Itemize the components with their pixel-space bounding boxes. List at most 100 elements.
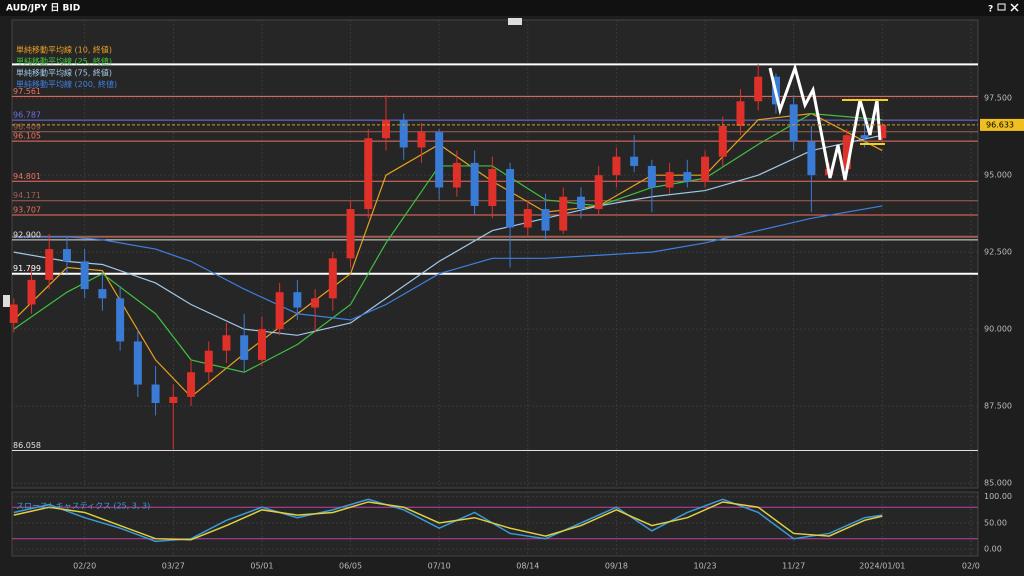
level-label: 91.799 bbox=[13, 264, 41, 273]
y-tick-label: 100.00 bbox=[984, 492, 1012, 501]
candle-body bbox=[275, 292, 284, 330]
last-price-label: 96.633 bbox=[986, 120, 1014, 129]
candle-body bbox=[754, 76, 763, 102]
close-button[interactable] bbox=[1010, 3, 1019, 12]
candle-body bbox=[701, 156, 710, 182]
candle-body bbox=[559, 196, 568, 231]
level-label: 96.787 bbox=[13, 111, 41, 120]
level-label: 96.409 bbox=[13, 122, 41, 131]
title-bar bbox=[0, 0, 1024, 16]
x-tick-label: 11/27 bbox=[782, 562, 805, 571]
y-tick-label: 50.00 bbox=[984, 518, 1007, 527]
level-label: 92.900 bbox=[13, 230, 41, 239]
level-label: 93.707 bbox=[13, 205, 41, 214]
candle-body bbox=[665, 172, 674, 188]
candle-body bbox=[630, 156, 639, 166]
window-title: AUD/JPY 日 BID bbox=[6, 3, 80, 14]
candle-body bbox=[807, 141, 816, 176]
y-tick-label: 95.000 bbox=[984, 171, 1012, 180]
indicator-title: スローストキャスティクス (25, 3, 3) bbox=[16, 502, 150, 511]
candle-body bbox=[204, 350, 213, 373]
x-tick-label: 02/0 bbox=[962, 562, 980, 571]
candle-body bbox=[399, 119, 408, 148]
x-tick-label: 05/01 bbox=[250, 562, 273, 571]
level-label: 94.801 bbox=[13, 172, 41, 181]
level-label: 97.561 bbox=[13, 87, 41, 96]
legend-entry: 単純移動平均線 (200, 終値) bbox=[16, 79, 117, 89]
level-label: 94.171 bbox=[13, 191, 41, 200]
candle-body bbox=[417, 132, 426, 148]
legend-entry: 単純移動平均線 (10, 終値) bbox=[16, 45, 112, 55]
candle-body bbox=[151, 384, 160, 404]
moving-average-line bbox=[13, 134, 883, 336]
side-toggle[interactable] bbox=[3, 295, 10, 307]
candle-body bbox=[311, 298, 320, 308]
maximize-button[interactable] bbox=[997, 3, 1006, 11]
y-tick-label: 92.500 bbox=[984, 248, 1012, 257]
candle-body bbox=[594, 175, 603, 210]
candle-body bbox=[878, 124, 887, 139]
candle-body bbox=[222, 335, 231, 351]
candle-body bbox=[612, 156, 621, 176]
candle-body bbox=[45, 249, 54, 280]
candle-body bbox=[169, 396, 178, 404]
candle-body bbox=[718, 125, 727, 157]
moving-average-line bbox=[13, 112, 883, 373]
candle-body bbox=[842, 135, 851, 170]
x-tick-label: 09/18 bbox=[605, 562, 628, 571]
x-tick-label: 06/05 bbox=[339, 562, 362, 571]
candle-body bbox=[346, 209, 355, 259]
candle-body bbox=[9, 304, 18, 323]
level-label: 96.105 bbox=[13, 132, 41, 141]
x-tick-label: 2024/01/01 bbox=[859, 562, 905, 571]
candle-body bbox=[257, 329, 266, 360]
last-price-tag bbox=[980, 118, 1024, 131]
x-tick-label: 02/20 bbox=[73, 562, 96, 571]
candle-body bbox=[328, 258, 337, 299]
candle-body bbox=[187, 372, 196, 397]
price-panel bbox=[11, 19, 979, 489]
drawn-zigzag bbox=[768, 62, 882, 181]
candle-body bbox=[364, 138, 373, 210]
moving-average-line bbox=[13, 205, 883, 321]
candle-body bbox=[683, 172, 692, 182]
y-tick-label: 97.500 bbox=[984, 94, 1012, 103]
candle-body bbox=[576, 196, 585, 210]
x-tick-label: 07/10 bbox=[428, 562, 451, 571]
y-tick-label: 90.000 bbox=[984, 325, 1012, 334]
level-label: 86.058 bbox=[13, 441, 41, 450]
candle-body bbox=[789, 104, 798, 142]
candle-body bbox=[116, 298, 125, 342]
candle-body bbox=[98, 289, 107, 299]
y-tick-label: 87.500 bbox=[984, 402, 1012, 411]
candle-body bbox=[435, 132, 444, 188]
candle-body bbox=[62, 249, 71, 262]
candle-body bbox=[541, 209, 550, 231]
y-tick-label: 85.000 bbox=[984, 479, 1012, 488]
collapse-button[interactable] bbox=[508, 18, 522, 25]
x-tick-label: 03/27 bbox=[162, 562, 185, 571]
stochastic-line bbox=[13, 501, 883, 541]
candle-body bbox=[27, 279, 36, 305]
candle-body bbox=[470, 162, 479, 206]
candle-body bbox=[488, 169, 497, 206]
candle-body bbox=[240, 335, 249, 360]
candle-body bbox=[133, 341, 142, 385]
x-tick-label: 10/23 bbox=[694, 562, 717, 571]
candle-body bbox=[523, 209, 532, 228]
candle-body bbox=[452, 162, 461, 188]
candle-body bbox=[381, 119, 390, 139]
candle-body bbox=[80, 261, 89, 290]
candle-body bbox=[506, 169, 515, 228]
legend-entry: 単純移動平均線 (25, 終値) bbox=[16, 56, 112, 66]
candle-body bbox=[293, 292, 302, 308]
candle-body bbox=[860, 135, 869, 139]
candle-body bbox=[736, 101, 745, 126]
candle-body bbox=[647, 165, 656, 188]
legend-entry: 単純移動平均線 (75, 終値) bbox=[16, 68, 112, 78]
y-tick-label: 0.00 bbox=[984, 545, 1002, 554]
moving-average-line bbox=[13, 112, 883, 398]
x-tick-label: 08/14 bbox=[516, 562, 539, 571]
help-button[interactable]: ? bbox=[988, 5, 993, 15]
